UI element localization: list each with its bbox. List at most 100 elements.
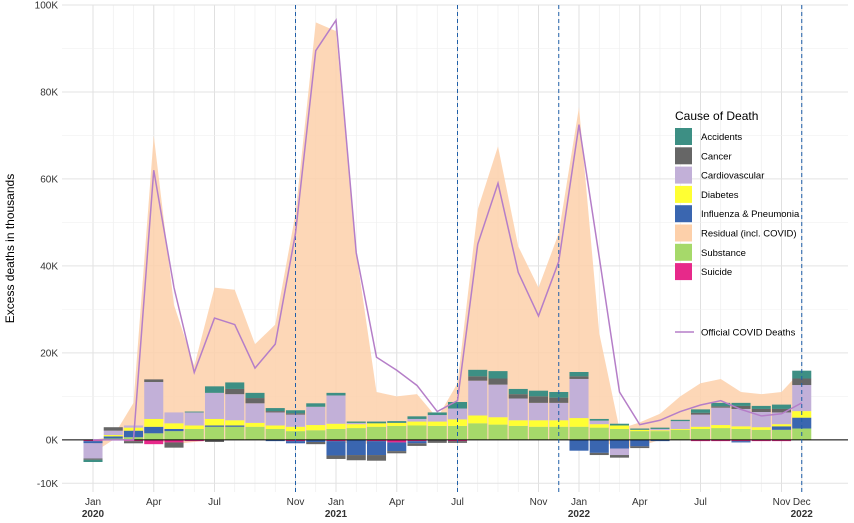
bar-substance-31 xyxy=(711,428,731,440)
bar-cancer-33 xyxy=(751,408,771,412)
bar-diabetes-1 xyxy=(103,435,123,437)
bar-accidents-19 xyxy=(468,369,488,377)
bar-cardiovascular-8 xyxy=(245,403,265,423)
y-tick-label: 60K xyxy=(40,174,58,185)
bar-diabetes-7 xyxy=(225,420,245,426)
legend-label: Substance xyxy=(701,248,746,259)
bar-cancer-22 xyxy=(528,396,549,403)
legend-swatch xyxy=(675,243,692,261)
bar-substance-32 xyxy=(731,428,751,440)
x-tick-label: Nov xyxy=(530,497,548,508)
bar-diabetes-33 xyxy=(751,427,771,430)
bar-cardiovascular-2 xyxy=(123,425,144,428)
bar-influenza-pneumonia-26 xyxy=(609,439,630,449)
bar-cardiovascular-29 xyxy=(670,421,690,429)
legend-title: Cause of Death xyxy=(675,109,758,123)
bar-substance-3 xyxy=(144,433,164,440)
bar-accidents-5 xyxy=(184,411,204,413)
bar-influenza-pneumonia-3 xyxy=(144,426,164,434)
bar-diabetes-12 xyxy=(326,423,346,429)
bar-diabetes-8 xyxy=(245,422,265,427)
legend-label: Diabetes xyxy=(701,190,739,201)
bar-substance-28 xyxy=(650,431,670,440)
bar-substance-30 xyxy=(690,428,711,440)
bar-accidents-6 xyxy=(204,386,225,393)
bar-accidents-34 xyxy=(771,404,792,409)
bar-cancer-26 xyxy=(609,455,630,458)
bar-diabetes-31 xyxy=(711,425,731,429)
x-tick-label: Dec xyxy=(793,497,811,508)
bar-substance-33 xyxy=(751,429,771,440)
bar-substance-14 xyxy=(366,426,387,440)
bar-cardiovascular-34 xyxy=(771,412,792,425)
bar-cardiovascular-7 xyxy=(225,394,245,421)
bar-substance-4 xyxy=(164,431,184,440)
bar-influenza-pneumonia-11 xyxy=(306,439,326,442)
bar-influenza-pneumonia-9 xyxy=(265,439,285,442)
bar-suicide-34 xyxy=(771,439,792,442)
bar-diabetes-34 xyxy=(771,424,792,427)
covid-deaths-line xyxy=(93,18,803,441)
y-tick-label: -10K xyxy=(37,479,58,490)
x-tick-label: Apr xyxy=(389,497,405,508)
bar-influenza-pneumonia-35 xyxy=(792,417,812,429)
bar-suicide-16 xyxy=(407,439,427,442)
legend-swatch xyxy=(675,185,692,203)
x-tick-year: 2021 xyxy=(325,509,348,520)
y-tick-label: 80K xyxy=(40,87,58,98)
bar-diabetes-21 xyxy=(508,420,528,426)
bar-suicide-15 xyxy=(387,439,407,443)
bar-substance-13 xyxy=(346,428,366,440)
bar-influenza-pneumonia-15 xyxy=(387,442,407,452)
bar-diabetes-25 xyxy=(589,424,609,428)
bar-suicide-14 xyxy=(366,439,387,442)
bar-accidents-25 xyxy=(589,418,609,421)
bar-diabetes-9 xyxy=(265,425,285,429)
bar-influenza-pneumonia-34 xyxy=(771,426,792,430)
legend-swatch xyxy=(675,224,692,242)
bar-influenza-pneumonia-14 xyxy=(366,441,387,456)
legend-label: Suicide xyxy=(701,267,732,278)
bars xyxy=(83,369,812,462)
y-tick-label: 20K xyxy=(40,348,58,359)
bar-cancer-35 xyxy=(792,378,812,386)
bar-influenza-pneumonia-6 xyxy=(204,425,225,427)
bar-diabetes-11 xyxy=(306,425,326,431)
bar-suicide-33 xyxy=(751,439,771,442)
legend-swatch xyxy=(675,263,692,281)
legend: Cause of Death Accidents Cancer Cardiovascu… xyxy=(675,109,800,339)
bar-influenza-pneumonia-24 xyxy=(569,439,589,451)
bar-cancer-1 xyxy=(103,427,123,431)
bar-accidents-13 xyxy=(346,421,366,423)
bar-cancer-0 xyxy=(83,458,103,460)
bar-diabetes-24 xyxy=(569,418,589,427)
bar-cancer-8 xyxy=(245,398,265,404)
bar-diabetes-4 xyxy=(164,423,184,429)
bar-substance-22 xyxy=(528,426,549,440)
bar-substance-9 xyxy=(265,428,285,440)
bar-influenza-pneumonia-32 xyxy=(731,441,751,443)
y-tick-label: 100K xyxy=(35,1,59,12)
legend-label: Influenza & Pneumonia xyxy=(701,209,800,220)
bar-accidents-0 xyxy=(83,459,103,462)
bar-accidents-15 xyxy=(387,421,407,423)
bar-cardiovascular-20 xyxy=(488,384,508,418)
bar-accidents-12 xyxy=(326,392,346,396)
bar-accidents-22 xyxy=(528,390,549,397)
bar-influenza-pneumonia-16 xyxy=(407,441,427,444)
bar-cancer-9 xyxy=(265,411,285,413)
bar-cardiovascular-24 xyxy=(569,378,589,419)
bar-cardiovascular-9 xyxy=(265,412,285,426)
bar-cardiovascular-19 xyxy=(468,380,488,416)
bar-accidents-32 xyxy=(731,402,751,406)
bar-diabetes-19 xyxy=(468,415,488,424)
bar-diabetes-32 xyxy=(731,426,751,429)
bar-influenza-pneumonia-7 xyxy=(225,425,245,427)
x-tick-label: Nov xyxy=(287,497,305,508)
bar-cancer-12 xyxy=(326,455,346,459)
bar-diabetes-2 xyxy=(123,427,144,431)
bar-cancer-15 xyxy=(387,451,407,454)
bar-diabetes-14 xyxy=(366,423,387,427)
bar-suicide-12 xyxy=(326,439,346,442)
